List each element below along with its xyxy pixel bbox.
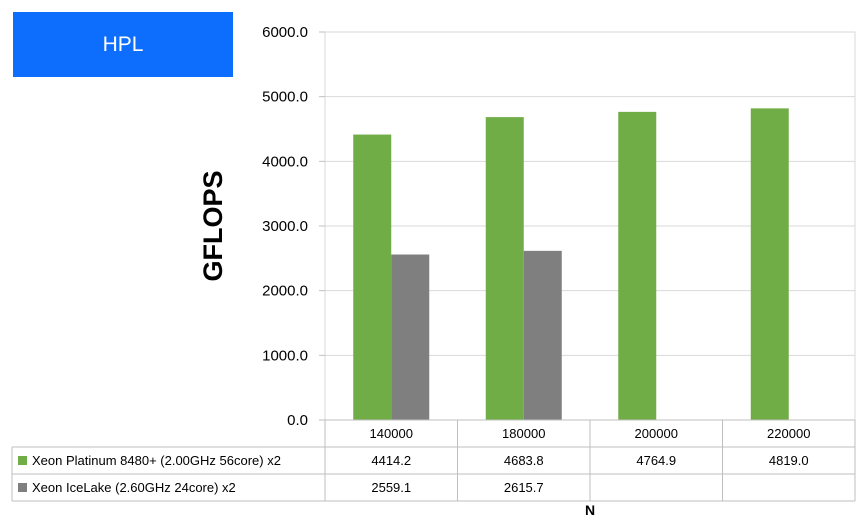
legend-label-series1: Xeon Platinum 8480+ (2.00GHz 56core) x2 xyxy=(32,453,281,468)
bar-series1 xyxy=(618,111,657,420)
x-axis-label: N xyxy=(585,502,595,518)
x-tick-label: 140000 xyxy=(370,426,413,441)
x-tick-label: 180000 xyxy=(502,426,545,441)
data-label-series1: 4414.2 xyxy=(371,453,411,468)
y-axis-label: GFLOPS xyxy=(198,170,228,281)
bar-series2 xyxy=(523,250,562,420)
legend-swatch-series1 xyxy=(18,456,27,465)
y-tick-label: 4000.0 xyxy=(262,153,308,170)
y-tick-label: 6000.0 xyxy=(262,24,308,41)
legend-swatch-series2 xyxy=(18,483,27,492)
bar-series1 xyxy=(485,117,524,421)
y-tick-label: 0.0 xyxy=(287,412,308,429)
data-label-series2: 2559.1 xyxy=(371,480,411,495)
y-tick-label: 1000.0 xyxy=(262,347,308,364)
y-tick-label: 2000.0 xyxy=(262,283,308,300)
x-tick-label: 200000 xyxy=(635,426,678,441)
x-tick-label: 220000 xyxy=(767,426,810,441)
data-label-series1: 4683.8 xyxy=(504,453,544,468)
data-label-series1: 4764.9 xyxy=(636,453,676,468)
bar-series1 xyxy=(353,134,392,420)
chart-title-badge: HPL xyxy=(13,12,233,77)
legend-label-series2: Xeon IceLake (2.60GHz 24core) x2 xyxy=(32,480,236,495)
bar-series2 xyxy=(391,254,430,420)
bar-series1 xyxy=(750,108,789,420)
data-label-series2: 2615.7 xyxy=(504,480,544,495)
data-label-series1: 4819.0 xyxy=(769,453,809,468)
y-tick-label: 3000.0 xyxy=(262,218,308,235)
chart-title: HPL xyxy=(102,32,144,56)
y-tick-label: 5000.0 xyxy=(262,89,308,106)
